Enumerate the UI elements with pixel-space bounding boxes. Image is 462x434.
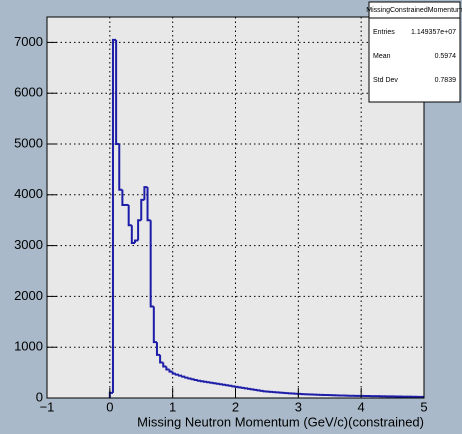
histogram-bin (137, 219, 142, 241)
y-tick-label: 6000 (14, 85, 43, 100)
histogram-bin (146, 187, 151, 222)
histogram-bin (247, 387, 252, 390)
histogram-bin (149, 220, 154, 308)
histogram-bin (187, 377, 192, 380)
histogram-bin (111, 38, 117, 393)
stats-label: Entries (373, 29, 395, 36)
histogram-bin (130, 225, 135, 245)
histogram-bin (115, 39, 120, 145)
histogram-bin (184, 376, 189, 379)
histogram-bin (221, 383, 227, 386)
histogram-bin (118, 144, 123, 191)
histogram-bin (231, 385, 236, 388)
histogram-bin (193, 378, 198, 381)
histogram-bin (218, 383, 223, 386)
histogram-bin (225, 384, 230, 387)
x-tick-label: 2 (232, 399, 239, 414)
histogram-bin (212, 382, 217, 385)
histogram-bin (199, 380, 205, 383)
y-tick-label: 1000 (14, 339, 43, 354)
y-tick-label: 3000 (14, 237, 43, 252)
histogram-bin (168, 369, 173, 373)
x-tick-label: 1 (169, 399, 176, 414)
x-tick-label: 0 (106, 399, 113, 414)
histogram-bin (140, 198, 145, 221)
histogram-bin (143, 186, 148, 200)
histogram-bin (203, 380, 208, 383)
histogram-bin (253, 388, 258, 391)
stats-value: 1.149357e+07 (411, 29, 456, 36)
histogram-bin (181, 375, 186, 378)
x-tick-label: 5 (420, 399, 427, 414)
histogram-bin (177, 374, 183, 377)
y-tick-label: 2000 (14, 288, 43, 303)
histogram-bin (121, 189, 126, 206)
histogram-bin (133, 239, 139, 244)
stats-title: MissingConstrainedMomentum (366, 7, 462, 14)
histogram-bin (174, 373, 179, 376)
stats-value: 0.7839 (435, 77, 457, 84)
x-tick-label: 4 (358, 399, 365, 414)
histogram-bin (159, 354, 164, 364)
x-tick-label: 3 (295, 399, 302, 414)
histogram-bin (127, 204, 132, 227)
histogram-bin (234, 385, 239, 388)
stats-value: 0.5974 (435, 53, 457, 60)
y-tick-label: 7000 (14, 34, 43, 49)
x-axis-label: Missing Neutron Momentum (GeV/c)(constra… (137, 414, 424, 429)
stats-label: Std Dev (373, 77, 398, 84)
stats-box (368, 1, 461, 103)
histogram-bin (155, 342, 161, 356)
histogram-bin (209, 381, 214, 384)
histogram-bin (228, 384, 233, 387)
x-tick-label: −1 (40, 399, 55, 414)
histogram-bin (250, 388, 255, 391)
histogram-bin (152, 306, 157, 344)
histogram-bin (162, 362, 167, 368)
y-tick-label: 0 (36, 389, 43, 404)
y-tick-label: 5000 (14, 135, 43, 150)
histogram-bin (196, 379, 201, 382)
histogram-bin (237, 386, 242, 389)
histogram-bin (262, 390, 267, 393)
histogram-bin (215, 382, 220, 385)
histogram-bin (206, 381, 211, 384)
histogram-bin (240, 386, 245, 389)
stats-label: Mean (373, 53, 391, 60)
histogram-bin (243, 387, 249, 390)
histogram-bin (165, 366, 170, 371)
histogram-bin (171, 371, 176, 375)
histogram-bin (259, 389, 264, 392)
histogram-bin (190, 378, 195, 381)
y-tick-label: 4000 (14, 186, 43, 201)
histogram-bin (256, 389, 261, 392)
